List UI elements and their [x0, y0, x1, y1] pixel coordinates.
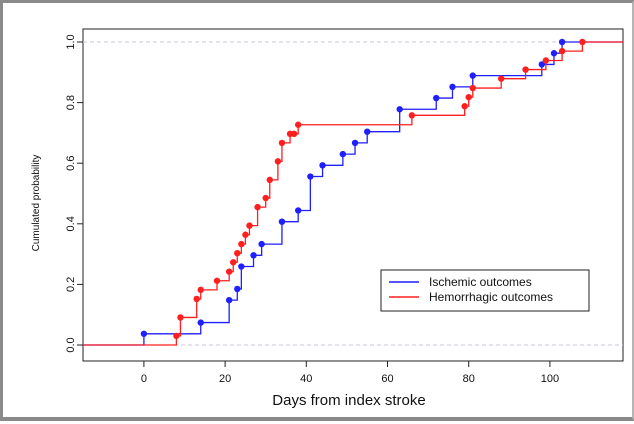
series-1 [83, 38, 623, 346]
data-point [461, 103, 468, 110]
reference-lines [83, 41, 623, 346]
data-point [469, 84, 476, 92]
y-tick-label-5: 1.0 [65, 34, 77, 49]
data-point [193, 295, 200, 303]
data-point [351, 139, 359, 147]
data-point [550, 50, 558, 57]
data-point [290, 130, 298, 138]
data-point [238, 263, 245, 270]
data-point [538, 61, 545, 68]
data-point [266, 176, 273, 184]
data-point [449, 83, 456, 91]
data-point [497, 75, 505, 82]
y-tick-label-4: 0.8 [65, 95, 77, 110]
data-point [246, 222, 253, 229]
legend-label-1: Hemorrhagic outcomes [429, 290, 553, 304]
data-point [465, 93, 472, 101]
y-tick-label-0: 0.0 [65, 337, 77, 352]
y-axis: 0.0 0.2 0.4 0.6 0.8 1.0 [65, 34, 83, 353]
x-tick-label-2: 40 [300, 373, 312, 385]
y-tick-label-2: 0.4 [65, 216, 77, 231]
data-point [278, 218, 286, 225]
data-point [140, 330, 148, 337]
x-tick-label-4: 80 [463, 373, 475, 385]
legend-label-0: Ischemic outcomes [429, 275, 532, 289]
data-point [230, 259, 237, 266]
data-point [469, 72, 476, 79]
data-point [522, 66, 529, 73]
data-point [242, 231, 249, 238]
data-point [433, 94, 440, 102]
data-point [408, 112, 416, 119]
data-point [396, 106, 403, 113]
data-point [364, 128, 371, 135]
data-point [579, 38, 586, 46]
data-point [278, 139, 286, 147]
data-point [225, 268, 233, 275]
plot-area [82, 28, 624, 362]
data-point [319, 162, 326, 169]
data-point [274, 158, 282, 165]
data-point [542, 57, 550, 64]
data-point [177, 314, 184, 321]
data-point [258, 240, 265, 248]
x-tick-label-5: 100 [541, 373, 559, 385]
data-point [254, 203, 261, 211]
data-point [307, 173, 314, 180]
series-0 [83, 38, 623, 346]
x-tick-label-3: 60 [381, 373, 393, 385]
data-point [197, 319, 204, 326]
y-tick-label-1: 0.2 [65, 277, 77, 292]
y-axis-title: Cumulated probability [31, 155, 42, 252]
data-point [294, 207, 302, 214]
data-point [262, 194, 269, 202]
data-point [339, 150, 347, 158]
x-axis-title: Days from index stroke [272, 392, 425, 409]
x-tick-label-0: 0 [141, 373, 147, 385]
series-layer [83, 38, 623, 346]
data-point [294, 121, 302, 128]
data-point [173, 332, 180, 340]
data-point [197, 286, 204, 294]
data-point [234, 249, 241, 257]
data-point [225, 296, 233, 304]
legend-box [380, 269, 590, 312]
y-tick-label-3: 0.6 [65, 156, 77, 171]
x-axis: 0 20 40 60 80 100 [141, 361, 559, 385]
data-point [558, 47, 566, 55]
step-chart: 0 20 40 60 80 100 0.0 0.2 0.4 0.6 0.8 1.0 Days fro… [31, 28, 624, 409]
data-point [234, 285, 241, 293]
data-point [238, 240, 245, 248]
data-point [250, 252, 257, 259]
data-point [558, 38, 566, 46]
data-point [213, 277, 221, 284]
x-tick-label-1: 20 [219, 373, 231, 385]
